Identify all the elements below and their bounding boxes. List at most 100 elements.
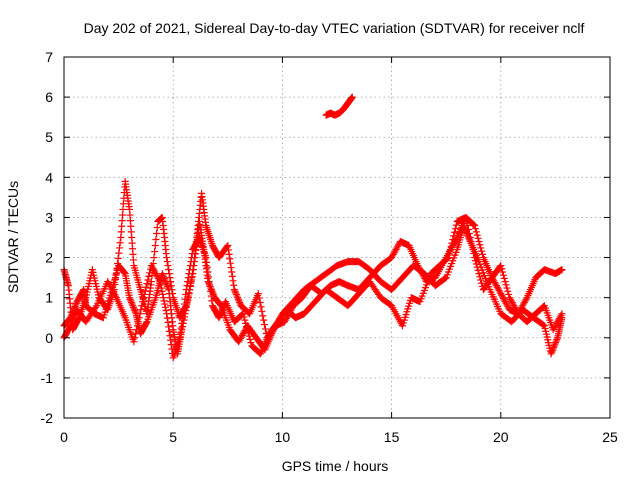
data-point [207,292,215,300]
data-point [164,282,172,290]
data-point [128,300,136,308]
data-point [139,298,147,306]
data-point [163,258,171,266]
data-point [246,335,254,343]
x-tick-label: 25 [602,429,618,445]
y-tick-label: 6 [45,89,53,105]
grid-lines [64,57,610,418]
data-point [115,244,123,252]
data-point [218,306,226,314]
data-point [502,281,510,289]
data-point [164,262,172,270]
data-point [203,258,211,266]
data-point [230,286,238,294]
data-point [70,314,78,322]
y-tick-label: -1 [41,370,54,386]
data-point [474,234,482,242]
data-point [450,232,458,240]
data-point [552,337,560,345]
data-point [167,278,175,286]
data-point [476,273,484,281]
data-point [557,311,565,319]
data-point [226,255,234,263]
y-tick-label: 1 [45,290,53,306]
data-point [176,334,184,342]
data-point [254,290,262,298]
data-point [470,221,478,229]
x-tick-label: 5 [169,429,177,445]
data-point [499,271,507,279]
data-point [161,300,169,308]
data-point [178,326,186,334]
data-point [206,282,214,290]
data-point [133,326,141,334]
data-point [179,310,187,318]
data-point [131,307,139,315]
data-point [151,242,159,250]
data-point [166,332,174,340]
data-point [553,335,561,343]
data-point [245,332,253,340]
data-point [478,247,486,255]
data-point [228,268,236,276]
data-point [159,290,167,298]
data-point [204,268,212,276]
data-point [466,234,474,241]
data-point [114,260,122,268]
data-point [472,260,480,268]
data-point [67,322,75,330]
data-point [558,266,566,274]
data-point [226,259,234,267]
data-point [227,264,235,272]
data-point [69,317,77,325]
data-point [165,327,173,335]
data-point [260,316,268,324]
data-point [224,246,232,254]
data-point [463,217,471,225]
data-point [505,290,513,298]
data-point [133,322,141,330]
data-point [547,350,555,358]
data-points [60,93,566,362]
data-point [258,307,266,315]
data-point [167,336,175,344]
data-point [151,248,159,256]
data-point [473,263,481,271]
data-point [186,262,194,270]
data-point [167,341,175,349]
data-point [441,274,449,282]
data-point [153,223,161,231]
data-point [159,294,167,302]
series-track-2 [60,177,566,342]
data-point [183,282,191,290]
data-point [233,292,241,300]
data-point [143,280,151,288]
data-point [235,297,243,305]
data-point [449,236,457,244]
data-point [548,348,556,356]
data-point [217,309,225,317]
data-point [142,283,150,291]
data-point [207,287,215,295]
data-point [236,298,244,306]
data-point [70,312,78,320]
data-point [552,339,560,347]
data-point [127,297,135,305]
data-point [256,298,264,306]
data-point [188,273,196,281]
data-point [186,282,194,290]
data-point [499,268,507,276]
data-point [72,301,80,309]
data-point [448,239,456,247]
data-point [452,221,460,229]
data-point [184,274,192,282]
data-point [165,266,173,274]
data-point [157,284,165,292]
data-point [240,313,248,321]
data-point [477,276,485,284]
data-point [244,329,252,337]
x-tick-label: 15 [384,429,400,445]
data-point [205,278,213,286]
data-point [229,277,237,285]
